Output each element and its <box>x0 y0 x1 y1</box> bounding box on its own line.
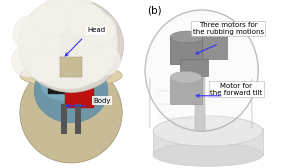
Bar <box>48 72 70 94</box>
Ellipse shape <box>20 64 122 87</box>
Ellipse shape <box>43 0 94 30</box>
Ellipse shape <box>19 0 118 89</box>
Text: (b): (b) <box>147 5 161 15</box>
Ellipse shape <box>40 67 90 101</box>
Ellipse shape <box>153 143 263 166</box>
Ellipse shape <box>19 0 123 92</box>
Text: Motor for
the forward tilt: Motor for the forward tilt <box>210 82 262 96</box>
Bar <box>65 86 94 108</box>
Bar <box>180 59 208 76</box>
Ellipse shape <box>145 10 258 131</box>
Bar <box>153 128 263 155</box>
Ellipse shape <box>34 59 108 123</box>
Bar <box>170 77 202 104</box>
Ellipse shape <box>13 15 50 52</box>
Ellipse shape <box>28 52 62 82</box>
Bar <box>196 44 205 131</box>
Ellipse shape <box>11 44 45 77</box>
Text: (a): (a) <box>4 5 19 15</box>
Text: Body: Body <box>94 98 111 104</box>
Text: Head: Head <box>88 27 106 33</box>
Ellipse shape <box>19 27 61 67</box>
Bar <box>170 37 205 64</box>
Ellipse shape <box>74 52 108 82</box>
Ellipse shape <box>89 45 121 76</box>
Ellipse shape <box>83 13 116 47</box>
Bar <box>61 104 67 134</box>
Text: Three motors for
the rubbing motions: Three motors for the rubbing motions <box>193 22 264 35</box>
Ellipse shape <box>153 116 263 146</box>
Ellipse shape <box>77 29 117 66</box>
Ellipse shape <box>31 3 71 37</box>
Bar <box>60 57 82 77</box>
Ellipse shape <box>170 71 202 83</box>
Bar <box>202 35 227 59</box>
Ellipse shape <box>65 3 105 37</box>
Bar <box>75 104 81 134</box>
Ellipse shape <box>170 31 205 43</box>
Ellipse shape <box>20 62 122 163</box>
